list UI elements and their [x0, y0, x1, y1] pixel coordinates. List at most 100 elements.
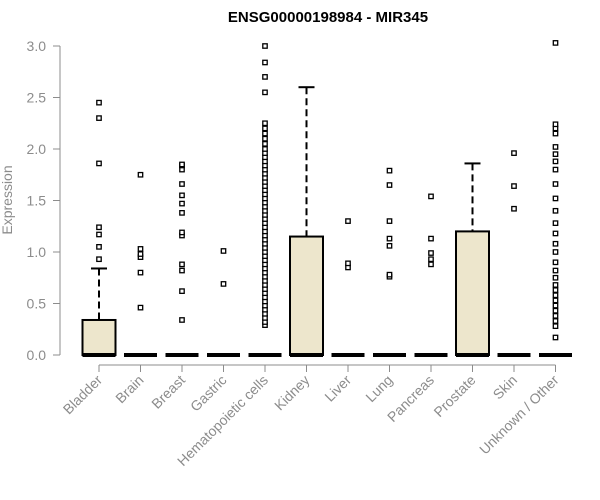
outlier-point: [552, 207, 559, 214]
box-group: [497, 150, 531, 357]
outlier-point: [262, 135, 268, 142]
y-tick-label: 3.0: [27, 38, 47, 54]
outlier-point: [220, 248, 227, 254]
outlier-point: [137, 304, 144, 311]
outlier-point: [345, 218, 351, 224]
y-axis-label: Expression: [0, 165, 15, 234]
y-tick-label: 1.0: [27, 244, 47, 260]
outlier-point: [262, 130, 268, 137]
box-iqr: [81, 318, 117, 357]
outlier-point: [511, 205, 517, 212]
outlier-point: [552, 334, 559, 341]
outlier-point: [552, 249, 559, 255]
x-tick-label: Lung: [362, 372, 395, 405]
box-iqr: [455, 230, 490, 356]
outlier-point: [345, 260, 351, 267]
outlier-point: [179, 261, 185, 268]
box-group: [165, 161, 199, 357]
outlier-point: [386, 167, 393, 174]
box-group: [248, 43, 282, 357]
outlier-point: [137, 246, 144, 252]
outlier-point: [552, 323, 559, 330]
outlier-point: [220, 281, 227, 287]
outlier-point: [96, 99, 102, 106]
outlier-point: [262, 140, 268, 147]
outlier-point: [552, 307, 559, 314]
outlier-point: [552, 144, 559, 150]
outlier-point: [552, 230, 559, 237]
outlier-point: [552, 318, 559, 324]
outlier-point: [262, 74, 268, 80]
x-tick-label: Liver: [321, 372, 354, 405]
outlier-point: [511, 150, 517, 156]
x-tick-label: Prostate: [430, 372, 478, 420]
outlier-point: [96, 256, 102, 263]
plot-area: [81, 40, 572, 357]
outlier-point: [552, 121, 559, 128]
box-group: [455, 162, 490, 357]
outlier-point: [511, 183, 517, 189]
y-tick-label: 0.0: [27, 347, 47, 363]
x-tick-label: Unknown / Other: [476, 372, 562, 458]
outlier-point: [179, 161, 185, 168]
box-group: [207, 248, 240, 357]
box-group: [331, 218, 365, 357]
outlier-point: [96, 115, 102, 121]
outlier-point: [552, 302, 559, 309]
outlier-point: [179, 200, 185, 207]
outlier-point: [552, 274, 559, 281]
outlier-point: [552, 220, 559, 227]
outlier-point: [179, 317, 185, 323]
box-group: [539, 40, 572, 357]
outlier-point: [552, 297, 559, 304]
outlier-point: [96, 224, 102, 231]
outlier-point: [179, 229, 185, 236]
outlier-point: [552, 287, 559, 293]
outlier-point: [552, 166, 559, 173]
outlier-point: [552, 151, 559, 157]
x-tick-label: Skin: [490, 372, 521, 403]
outlier-point: [428, 261, 434, 268]
outlier-point: [386, 182, 393, 188]
outlier-point: [552, 181, 559, 187]
outlier-point: [96, 231, 102, 238]
outlier-point: [386, 235, 393, 242]
outlier-point: [96, 160, 102, 167]
outlier-point: [552, 282, 559, 288]
box-group: [124, 171, 157, 357]
outlier-point: [386, 271, 393, 278]
outlier-point: [428, 193, 434, 200]
outlier-point: [552, 267, 559, 274]
outlier-point: [262, 120, 268, 127]
outlier-point: [428, 250, 434, 256]
outlier-point: [552, 292, 559, 299]
outlier-point: [179, 288, 185, 294]
box-group: [289, 86, 324, 357]
outlier-point: [179, 192, 185, 199]
outlier-point: [262, 59, 268, 66]
box-group: [414, 193, 448, 357]
outlier-point: [552, 240, 559, 247]
outlier-point: [428, 235, 434, 242]
outlier-point: [179, 181, 185, 187]
outlier-point: [137, 251, 144, 257]
outlier-point: [137, 269, 144, 276]
outlier-point: [552, 259, 559, 266]
box-group: [373, 167, 406, 357]
y-tick-label: 0.5: [27, 296, 47, 312]
x-tick-label: Bladder: [60, 372, 106, 418]
outlier-point: [428, 256, 434, 263]
outlier-point: [137, 171, 144, 178]
outlier-point: [96, 243, 102, 250]
outlier-point: [552, 158, 559, 165]
y-tick-label: 2.0: [27, 141, 47, 157]
outlier-point: [262, 146, 268, 152]
outlier-point: [262, 43, 268, 49]
outlier-point: [386, 242, 393, 249]
outlier-point: [386, 218, 393, 224]
box-iqr: [289, 235, 324, 356]
box-group: [81, 99, 117, 357]
y-tick-label: 1.5: [27, 193, 47, 209]
outlier-point: [552, 195, 559, 202]
